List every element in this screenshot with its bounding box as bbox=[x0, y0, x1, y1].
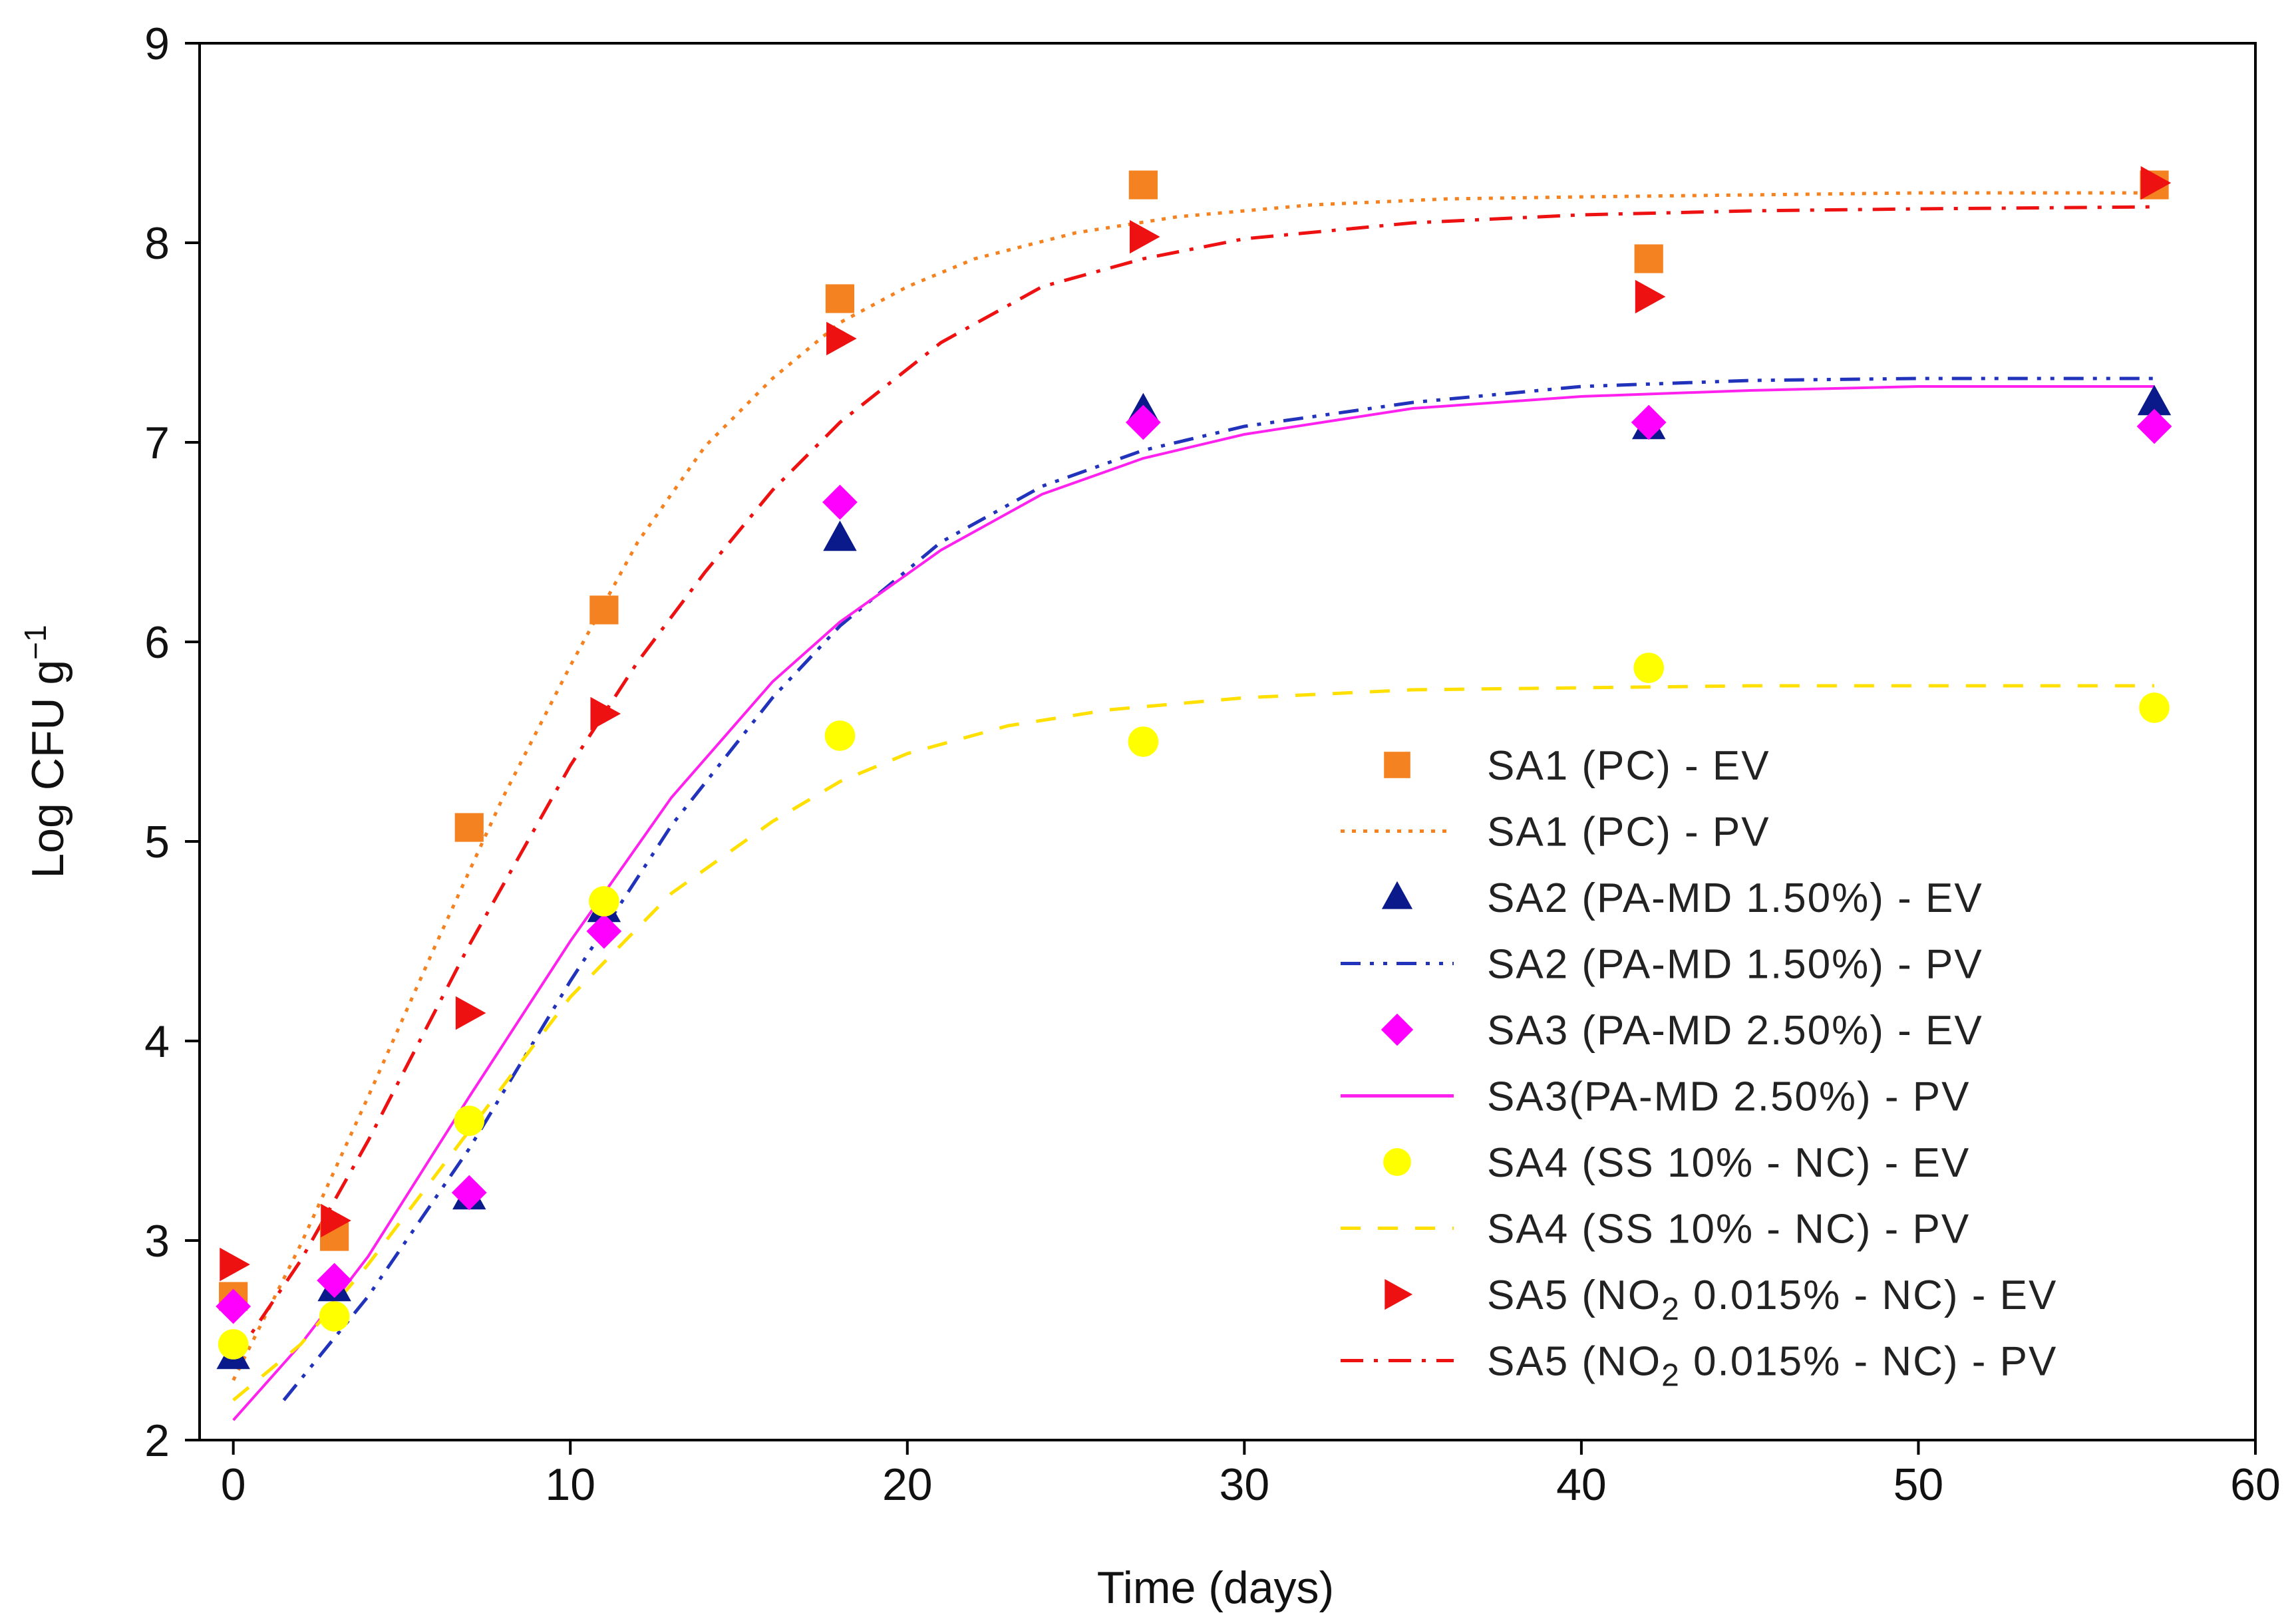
x-tick-label: 40 bbox=[1556, 1459, 1607, 1510]
legend-swatch-square bbox=[1384, 752, 1410, 778]
x-tick-label: 60 bbox=[2230, 1459, 2281, 1510]
axis-layer: 0 10 20 30 40 50 60 2 3 4 5 6 7 8 9 bbox=[144, 19, 2281, 1510]
data-point-diamond bbox=[1125, 404, 1161, 440]
data-point-right-triangle bbox=[590, 696, 621, 731]
x-axis-title: Time (days) bbox=[1097, 1562, 1334, 1613]
y-tick-label: 3 bbox=[144, 1216, 170, 1266]
y-tick-label: 8 bbox=[144, 218, 170, 269]
legend-label-subscript: 2 bbox=[1661, 1292, 1681, 1327]
data-point-right-triangle bbox=[220, 1247, 250, 1282]
legend-swatch-triangle bbox=[1381, 881, 1413, 909]
data-point-right-triangle bbox=[1635, 279, 1666, 314]
y-axis-title-main: Log CFU g bbox=[23, 660, 73, 879]
legend-label-text: SA4 (SS 10% - NC) - PV bbox=[1487, 1207, 1970, 1253]
legend-label-text: SA5 (NO bbox=[1487, 1339, 1661, 1385]
legend-label: SA2 (PA-MD 1.50%) - EV bbox=[1487, 875, 1983, 921]
legend-label-subscript: 2 bbox=[1661, 1358, 1681, 1394]
data-point-diamond bbox=[317, 1262, 353, 1298]
data-point-diamond bbox=[451, 1175, 487, 1211]
legend-label: SA1 (PC) - EV bbox=[1487, 743, 1770, 789]
legend-label: SA1 (PC) - PV bbox=[1487, 810, 1770, 855]
x-tick-label: 0 bbox=[221, 1459, 246, 1510]
data-point-right-triangle bbox=[455, 996, 486, 1030]
legend-label-rest: 0.015% - NC) - EV bbox=[1681, 1272, 2058, 1318]
data-point-right-triangle bbox=[2140, 166, 2172, 200]
series-line bbox=[232, 191, 2154, 1382]
data-point-circle bbox=[589, 886, 619, 917]
y-tick-label: 6 bbox=[144, 617, 170, 668]
data-point-circle bbox=[1633, 653, 1664, 683]
legend: SA1 (PC) - EV SA1 (PC) - PV SA2 (PA-MD 1.5… bbox=[1341, 743, 2057, 1394]
series-line bbox=[282, 376, 2154, 1402]
data-point-right-triangle bbox=[826, 321, 857, 356]
data-point-square bbox=[454, 813, 484, 842]
data-point-right-triangle bbox=[1129, 220, 1160, 254]
x-tick-label: 30 bbox=[1220, 1459, 1270, 1510]
legend-label-text: SA2 (PA-MD 1.50%) - EV bbox=[1487, 875, 1983, 921]
legend-label-text: SA3 (PA-MD 2.50%) - EV bbox=[1487, 1008, 1983, 1054]
data-point-square bbox=[1634, 244, 1663, 273]
x-tick-label: 20 bbox=[882, 1459, 933, 1510]
y-tick-label: 2 bbox=[144, 1415, 170, 1466]
legend-label: SA2 (PA-MD 1.50%) - PV bbox=[1487, 942, 1983, 988]
data-point-right-triangle bbox=[321, 1203, 351, 1238]
data-point-circle bbox=[454, 1106, 485, 1136]
y-tick-label: 7 bbox=[144, 418, 170, 468]
data-point-circle bbox=[2139, 692, 2170, 723]
y-axis-title: Log CFU g−1 bbox=[18, 625, 73, 878]
data-point-circle bbox=[319, 1301, 350, 1332]
data-point-triangle bbox=[823, 520, 857, 551]
data-point-diamond bbox=[2136, 408, 2172, 444]
y-tick-label: 4 bbox=[144, 1016, 170, 1067]
series-line bbox=[232, 385, 2154, 1421]
data-point-triangle bbox=[2137, 384, 2172, 416]
data-point-circle bbox=[218, 1329, 249, 1360]
legend-label-text: SA1 (PC) - EV bbox=[1487, 743, 1770, 789]
data-point-diamond bbox=[216, 1288, 251, 1324]
legend-label-rest: 0.015% - NC) - PV bbox=[1681, 1339, 2058, 1385]
legend-label: SA4 (SS 10% - NC) - PV bbox=[1487, 1207, 1970, 1253]
y-axis-title-exponent: −1 bbox=[18, 625, 53, 659]
legend-swatch-right-triangle bbox=[1385, 1278, 1413, 1310]
legend-label-text: SA2 (PA-MD 1.50%) - PV bbox=[1487, 942, 1983, 988]
data-point-square bbox=[825, 284, 855, 313]
series-line bbox=[232, 684, 2154, 1402]
data-point-diamond bbox=[1631, 404, 1667, 440]
legend-label-text: SA3(PA-MD 2.50%) - PV bbox=[1487, 1074, 1970, 1120]
legend-label-text: SA1 (PC) - PV bbox=[1487, 810, 1770, 855]
data-point-circle bbox=[824, 720, 856, 751]
data-point-diamond bbox=[586, 913, 622, 949]
legend-label: SA5 (NO2 0.015% - NC) - EV bbox=[1487, 1272, 2057, 1327]
legend-swatch-diamond bbox=[1381, 1013, 1414, 1046]
series-line bbox=[232, 205, 2155, 1362]
legend-label: SA4 (SS 10% - NC) - EV bbox=[1487, 1140, 1970, 1186]
legend-label: SA3 (PA-MD 2.50%) - EV bbox=[1487, 1008, 1983, 1054]
legend-swatch-circle bbox=[1383, 1148, 1411, 1176]
data-point-diamond bbox=[822, 484, 858, 520]
x-tick-label: 10 bbox=[545, 1459, 595, 1510]
data-point-square bbox=[589, 595, 619, 625]
plot-frame bbox=[198, 42, 2257, 1441]
y-tick-label: 5 bbox=[144, 817, 170, 867]
legend-label-text: SA5 (NO bbox=[1487, 1272, 1661, 1318]
legend-label: SA5 (NO2 0.015% - NC) - PV bbox=[1487, 1339, 2057, 1394]
data-point-square bbox=[1128, 170, 1158, 200]
data-point-circle bbox=[1128, 726, 1159, 757]
y-tick-label: 9 bbox=[144, 19, 170, 69]
data-layer bbox=[216, 166, 2172, 1421]
x-tick-label: 50 bbox=[1893, 1459, 1944, 1510]
legend-label-text: SA4 (SS 10% - NC) - EV bbox=[1487, 1140, 1970, 1186]
legend-label: SA3(PA-MD 2.50%) - PV bbox=[1487, 1074, 1970, 1120]
